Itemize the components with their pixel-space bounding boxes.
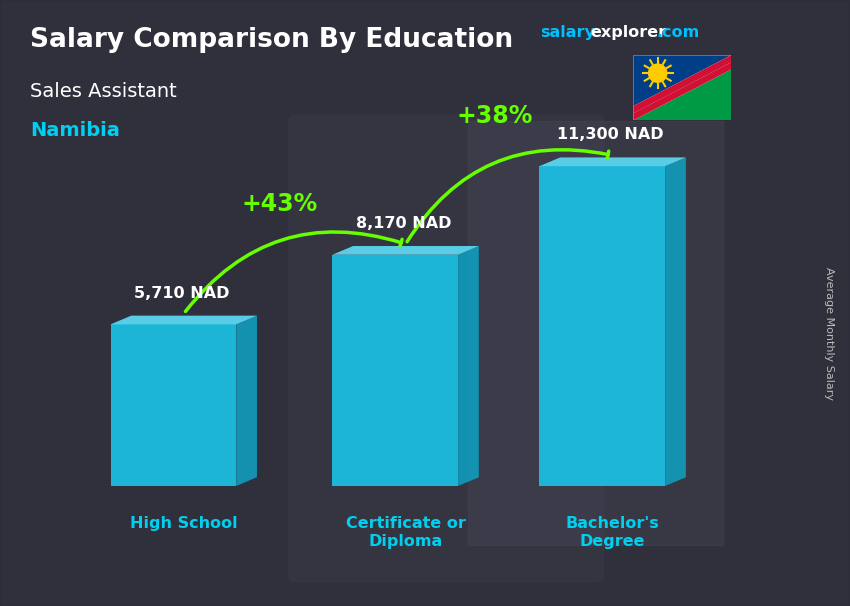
Bar xyxy=(468,121,722,545)
Text: 5,710 NAD: 5,710 NAD xyxy=(134,285,230,301)
Text: Salary Comparison By Education: Salary Comparison By Education xyxy=(30,27,513,53)
Text: .com: .com xyxy=(656,25,700,41)
Polygon shape xyxy=(540,166,666,486)
Text: 11,300 NAD: 11,300 NAD xyxy=(558,127,664,142)
Polygon shape xyxy=(666,158,686,486)
Text: Bachelor's
Degree: Bachelor's Degree xyxy=(566,516,660,549)
Text: High School: High School xyxy=(130,516,237,531)
Polygon shape xyxy=(633,62,731,121)
Text: +38%: +38% xyxy=(456,104,533,128)
Polygon shape xyxy=(332,255,458,486)
Text: Sales Assistant: Sales Assistant xyxy=(30,82,177,101)
Polygon shape xyxy=(110,316,257,324)
Text: explorer: explorer xyxy=(591,25,667,41)
Polygon shape xyxy=(540,158,686,166)
Text: +43%: +43% xyxy=(241,193,318,216)
Polygon shape xyxy=(633,55,731,121)
Polygon shape xyxy=(236,316,257,486)
Text: Namibia: Namibia xyxy=(30,121,120,140)
Text: 8,170 NAD: 8,170 NAD xyxy=(356,216,451,231)
Text: Certificate or
Diploma: Certificate or Diploma xyxy=(346,516,466,549)
Text: Average Monthly Salary: Average Monthly Salary xyxy=(824,267,834,400)
Polygon shape xyxy=(633,62,731,121)
Polygon shape xyxy=(633,55,731,113)
Polygon shape xyxy=(633,55,731,121)
Polygon shape xyxy=(633,55,731,113)
Circle shape xyxy=(648,64,667,83)
Polygon shape xyxy=(110,324,236,486)
FancyBboxPatch shape xyxy=(289,115,604,582)
Polygon shape xyxy=(332,246,479,255)
Text: salary: salary xyxy=(540,25,595,41)
Polygon shape xyxy=(458,246,479,486)
